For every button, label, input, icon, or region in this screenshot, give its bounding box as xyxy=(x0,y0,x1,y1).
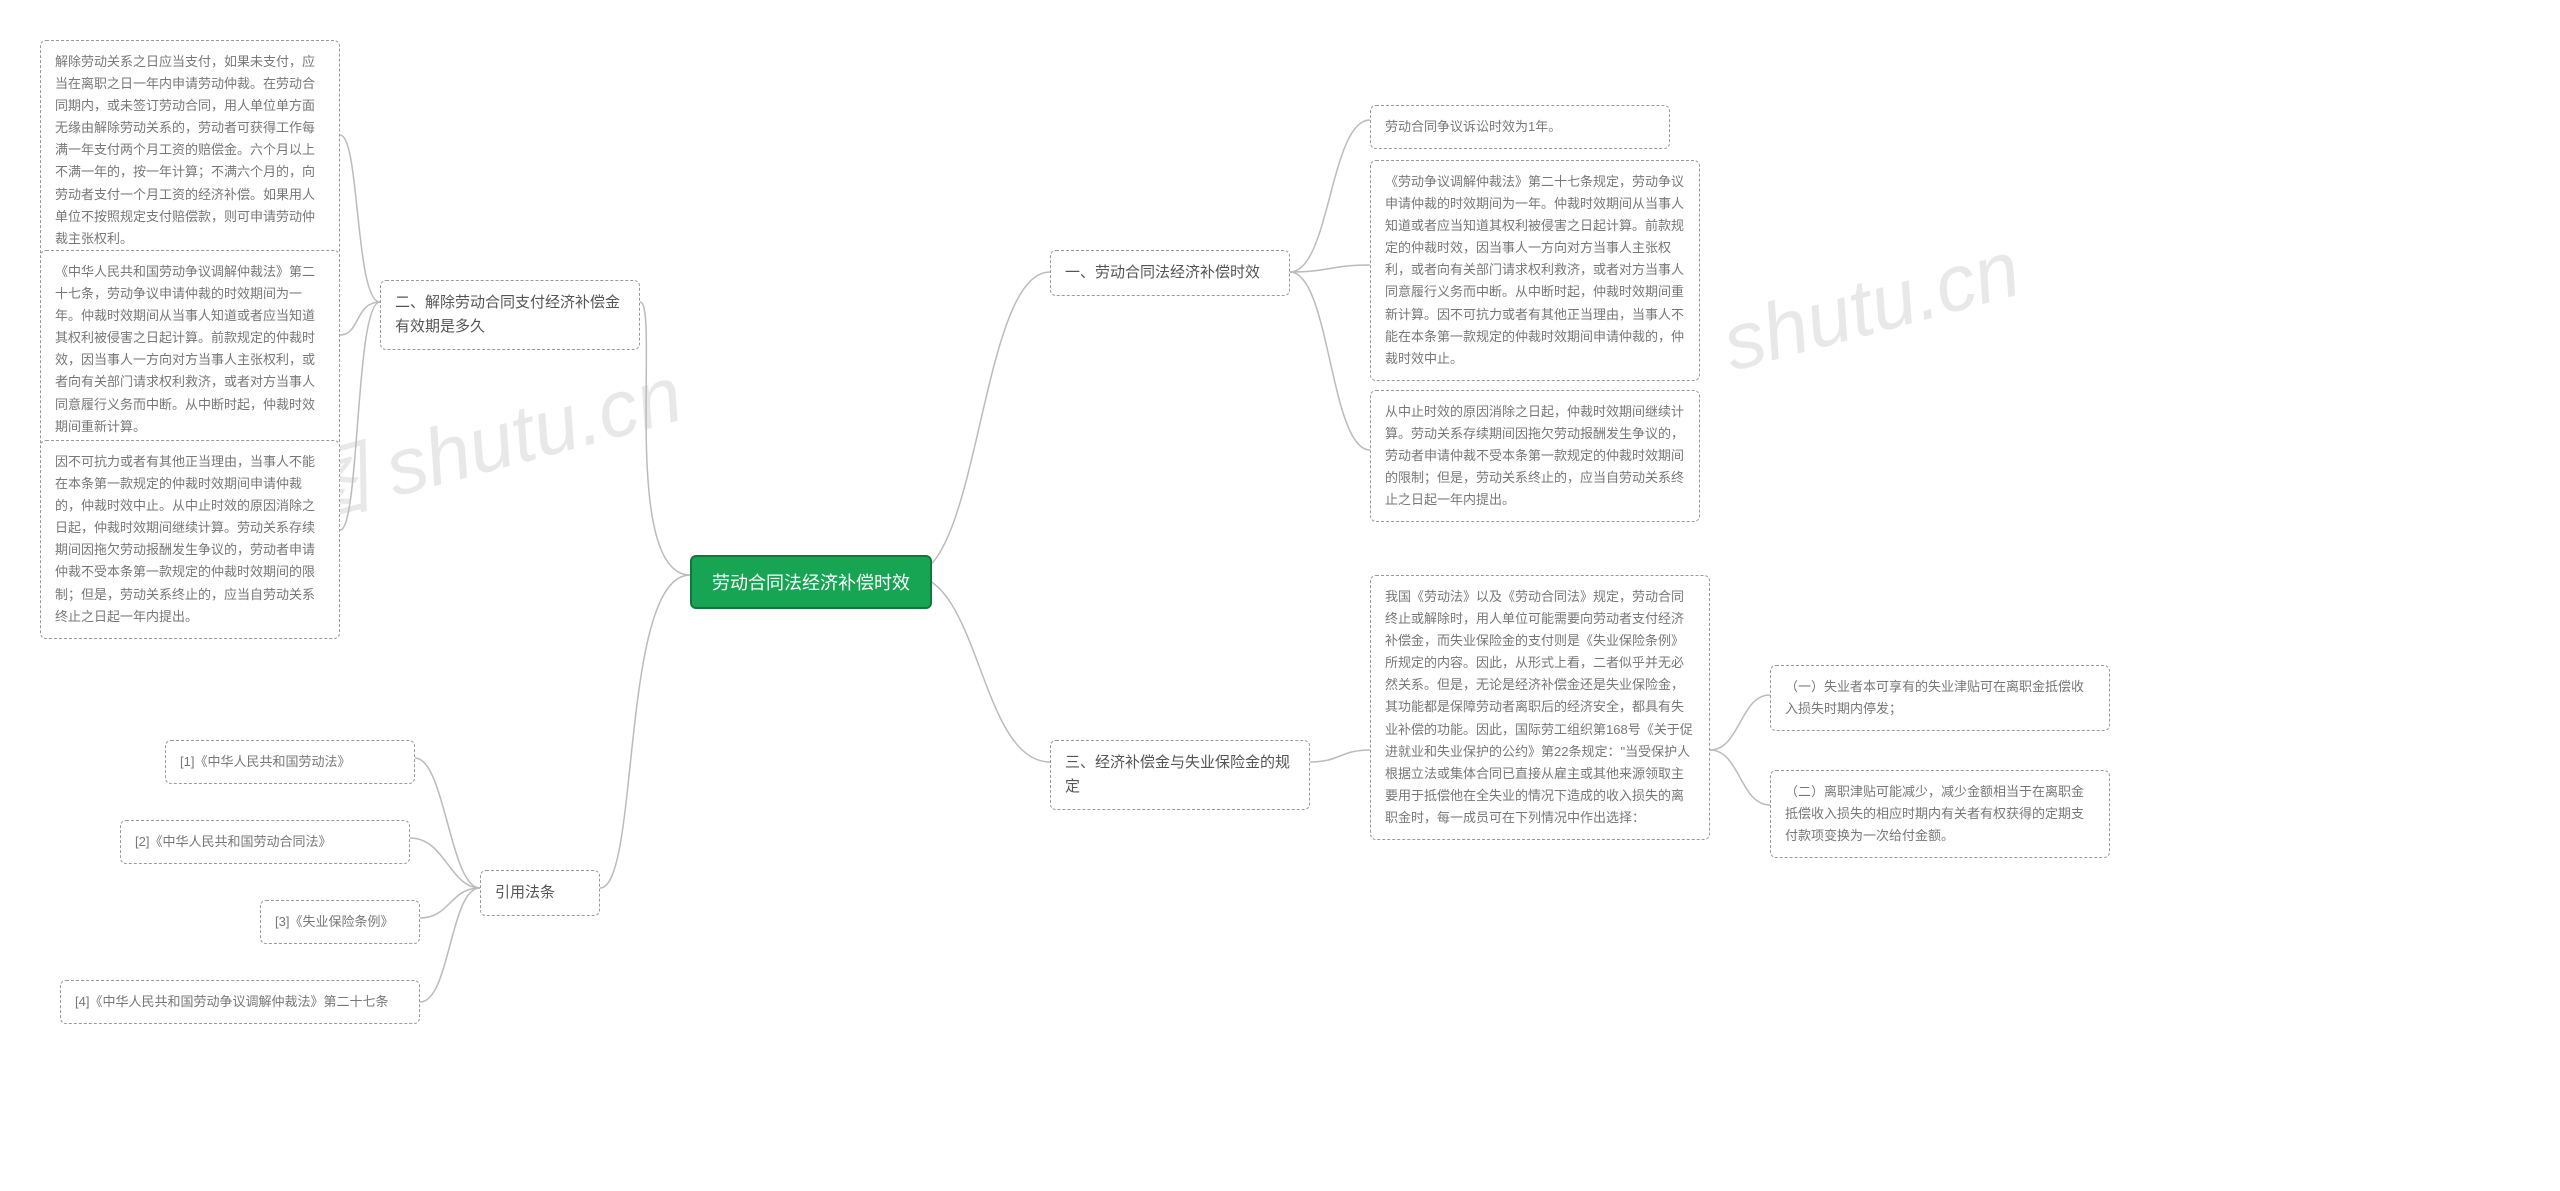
branch-2[interactable]: 二、解除劳动合同支付经济补偿金有效期是多久 xyxy=(380,280,640,350)
branch-2-leaf-1: 解除劳动关系之日应当支付，如果未支付，应当在离职之日一年内申请劳动仲裁。在劳动合… xyxy=(40,40,340,261)
branch-4-leaf-4: [4]《中华人民共和国劳动争议调解仲裁法》第二十七条 xyxy=(60,980,420,1024)
branch-1-leaf-3: 从中止时效的原因消除之日起，仲裁时效期间继续计算。劳动关系存续期间因拖欠劳动报酬… xyxy=(1370,390,1700,522)
branch-4-leaf-3: [3]《失业保险条例》 xyxy=(260,900,420,944)
branch-1[interactable]: 一、劳动合同法经济补偿时效 xyxy=(1050,250,1290,296)
branch-4-leaf-2: [2]《中华人民共和国劳动合同法》 xyxy=(120,820,410,864)
branch-3-leaf-2: （一）失业者本可享有的失业津贴可在离职金抵偿收入损失时期内停发； xyxy=(1770,665,2110,731)
branch-1-leaf-2: 《劳动争议调解仲裁法》第二十七条规定，劳动争议申请仲裁的时效期间为一年。仲裁时效… xyxy=(1370,160,1700,381)
branch-3[interactable]: 三、经济补偿金与失业保险金的规定 xyxy=(1050,740,1310,810)
branch-4[interactable]: 引用法条 xyxy=(480,870,600,916)
branch-3-leaf-3: （二）离职津贴可能减少，减少金额相当于在离职金抵偿收入损失的相应时期内有关者有权… xyxy=(1770,770,2110,858)
branch-2-leaf-3: 因不可抗力或者有其他正当理由，当事人不能在本条第一款规定的仲裁时效期间申请仲裁的… xyxy=(40,440,340,639)
branch-3-leaf-1: 我国《劳动法》以及《劳动合同法》规定，劳动合同终止或解除时，用人单位可能需要向劳… xyxy=(1370,575,1710,840)
root-node[interactable]: 劳动合同法经济补偿时效 xyxy=(690,555,932,609)
branch-2-leaf-2: 《中华人民共和国劳动争议调解仲裁法》第二十七条，劳动争议申请仲裁的时效期间为一年… xyxy=(40,250,340,449)
watermark-2: shutu.cn xyxy=(1713,222,2029,389)
branch-4-leaf-1: [1]《中华人民共和国劳动法》 xyxy=(165,740,415,784)
branch-1-leaf-1: 劳动合同争议诉讼时效为1年。 xyxy=(1370,105,1670,149)
